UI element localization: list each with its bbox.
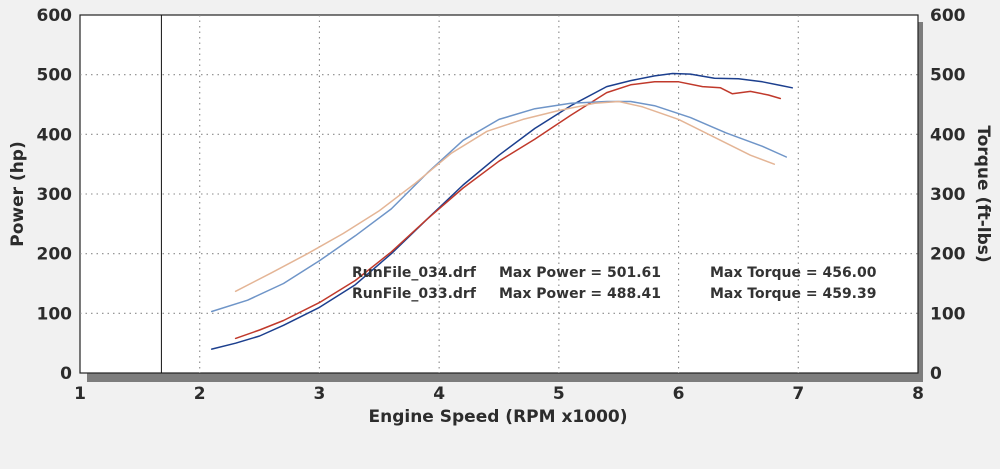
x-tick-label-6: 6 xyxy=(673,384,685,404)
y-left-tick-label-100: 100 xyxy=(37,304,73,324)
y-left-tick-label-300: 300 xyxy=(37,185,73,205)
y-right-tick-label-0: 0 xyxy=(930,364,942,384)
y-left-tick-label-200: 200 xyxy=(37,245,73,265)
series-line-1 xyxy=(210,72,794,350)
grid xyxy=(80,15,918,373)
annotation-file-2: RunFile_033.drf xyxy=(352,286,477,302)
x-tick-label-2: 2 xyxy=(194,384,206,404)
series-line-4 xyxy=(234,100,776,293)
y-right-tick-labels: 0 100 200 300 400 500 600 xyxy=(930,6,966,384)
x-tick-label-5: 5 xyxy=(553,384,565,404)
y-left-tick-label-0: 0 xyxy=(60,364,72,384)
x-tick-labels: 1 2 3 4 5 6 7 8 xyxy=(74,384,924,404)
series-line-3 xyxy=(210,100,788,313)
y-right-tick-label-600: 600 xyxy=(930,6,966,26)
x-axis-title: Engine Speed (RPM x1000) xyxy=(368,407,627,427)
annotation-torque-2: Max Torque = 459.39 xyxy=(710,286,876,302)
x-tick-label-7: 7 xyxy=(792,384,804,404)
x-tick-label-8: 8 xyxy=(912,384,924,404)
y-right-axis-title: Torque (ft-lbs) xyxy=(973,125,993,262)
y-right-tick-label-100: 100 xyxy=(930,304,966,324)
series-group xyxy=(210,72,794,350)
y-right-tick-label-500: 500 xyxy=(930,66,966,86)
y-right-tick-label-200: 200 xyxy=(930,245,966,265)
y-left-tick-labels: 0 100 200 300 400 500 600 xyxy=(37,6,73,384)
x-tick-label-4: 4 xyxy=(433,384,445,404)
annotation-file-1: RunFile_034.drf xyxy=(352,265,477,281)
y-left-tick-label-600: 600 xyxy=(37,6,73,26)
y-left-tick-label-500: 500 xyxy=(37,66,73,86)
x-tick-label-3: 3 xyxy=(314,384,326,404)
annotation-torque-1: Max Torque = 456.00 xyxy=(710,265,877,281)
y-right-tick-label-400: 400 xyxy=(930,125,966,145)
series-line-2 xyxy=(234,81,782,340)
annotation-power-1: Max Power = 501.61 xyxy=(499,265,661,281)
y-right-tick-label-300: 300 xyxy=(930,185,966,205)
annotation-power-2: Max Power = 488.41 xyxy=(499,286,661,302)
x-tick-label-1: 1 xyxy=(74,384,86,404)
y-left-axis-title: Power (hp) xyxy=(8,141,28,247)
y-left-tick-label-400: 400 xyxy=(37,125,73,145)
